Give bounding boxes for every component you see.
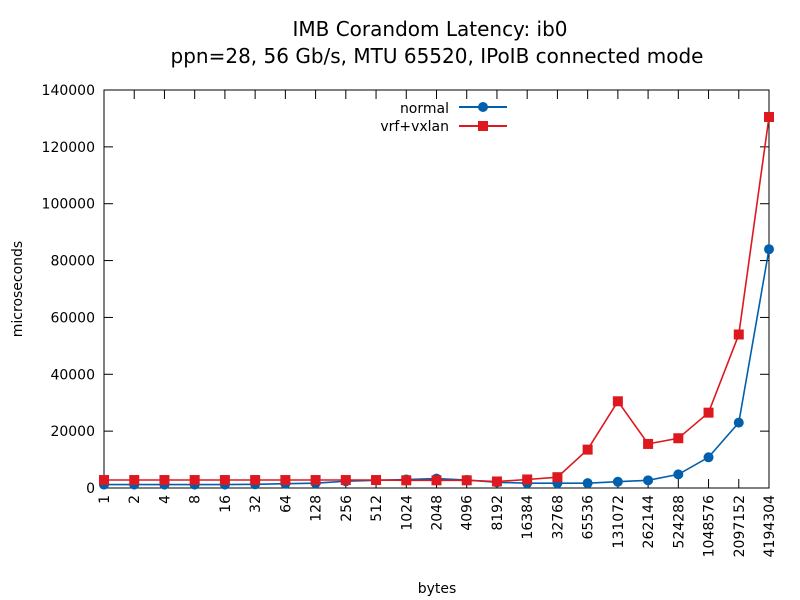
data-point xyxy=(552,472,563,483)
y-tick-label: 140000 xyxy=(42,83,95,99)
x-tick-label: 1048576 xyxy=(702,495,718,557)
x-tick-label: 65536 xyxy=(581,495,597,540)
x-axis-label: bytes xyxy=(418,581,457,597)
x-tick-label: 131072 xyxy=(611,495,627,548)
x-tick-label: 512 xyxy=(369,495,385,522)
x-tick-label: 2048 xyxy=(430,495,446,531)
x-tick-label: 8192 xyxy=(490,495,506,531)
chart-subtitle: ppn=28, 56 Gb/s, MTU 65520, IPoIB connec… xyxy=(171,44,704,68)
data-point xyxy=(189,475,200,486)
x-tick-label: 4194304 xyxy=(762,495,778,557)
data-point xyxy=(340,475,351,486)
data-point xyxy=(612,476,623,487)
x-tick-label: 1024 xyxy=(399,495,415,531)
data-point xyxy=(703,452,714,463)
x-tick-label: 262144 xyxy=(641,495,657,549)
legend-label-vrf-vxlan: vrf+vxlan xyxy=(380,119,449,135)
data-point xyxy=(129,475,140,486)
legend-marker-normal xyxy=(478,102,488,112)
x-tick-label: 16 xyxy=(218,495,234,513)
x-tick-label: 64 xyxy=(278,495,294,513)
data-point xyxy=(401,475,412,486)
series-layer xyxy=(99,112,774,490)
data-point xyxy=(703,407,714,418)
y-tick-label: 120000 xyxy=(42,140,95,156)
x-tick-label: 4096 xyxy=(460,495,476,531)
x-tick-label: 32768 xyxy=(550,495,566,540)
data-point xyxy=(159,475,170,486)
series-normal xyxy=(99,244,774,490)
chart-title: IMB Corandom Latency: ib0 xyxy=(292,17,567,41)
data-point xyxy=(764,112,774,123)
data-point xyxy=(280,475,291,486)
x-tick-label: 2097152 xyxy=(732,495,748,557)
x-tick-label: 256 xyxy=(339,495,355,522)
data-point xyxy=(99,475,109,486)
x-tick-label: 2 xyxy=(127,495,143,504)
y-tick-label: 100000 xyxy=(42,197,95,213)
data-point xyxy=(522,474,533,485)
legend: normal vrf+vxlan xyxy=(380,101,507,135)
legend-marker-vrf-vxlan xyxy=(478,121,488,131)
data-point xyxy=(461,475,472,486)
y-tick-label: 20000 xyxy=(50,424,95,440)
y-axis: 0 20000 40000 60000 80000 100000 120000 140000 xyxy=(42,83,769,497)
data-point xyxy=(643,475,654,486)
x-tick-label: 524288 xyxy=(671,495,687,548)
x-tick-label: 16384 xyxy=(520,495,536,540)
data-point xyxy=(371,475,382,486)
plot-area-border xyxy=(103,89,770,489)
data-point xyxy=(582,444,593,455)
data-point xyxy=(733,329,744,340)
x-tick-label: 32 xyxy=(248,495,264,513)
series-line xyxy=(104,249,770,486)
data-point xyxy=(582,478,593,489)
data-point xyxy=(673,433,684,444)
data-point xyxy=(733,417,744,428)
x-tick-label: 8 xyxy=(188,495,204,504)
data-point xyxy=(219,475,230,486)
data-point xyxy=(643,438,654,449)
x-tick-label: 1 xyxy=(97,495,113,504)
y-axis-label: microseconds xyxy=(10,241,26,337)
y-tick-label: 0 xyxy=(86,481,95,497)
data-point xyxy=(491,476,502,487)
legend-label-normal: normal xyxy=(400,101,449,117)
x-axis: 1 2 4 8 16 32 64 128 256 512 1024 2048 4096 8192 16384… xyxy=(97,90,778,557)
data-point xyxy=(310,475,321,486)
y-tick-label: 60000 xyxy=(50,310,95,326)
data-point xyxy=(431,475,442,486)
x-tick-label: 4 xyxy=(157,495,173,504)
series-vrf-vxlan xyxy=(99,112,774,487)
series-line xyxy=(104,116,770,483)
y-tick-label: 40000 xyxy=(50,367,95,383)
data-point xyxy=(673,469,684,480)
y-tick-label: 80000 xyxy=(50,254,95,270)
x-tick-label: 128 xyxy=(309,495,325,522)
data-point xyxy=(764,244,774,255)
data-point xyxy=(250,475,261,486)
data-point xyxy=(612,396,623,407)
